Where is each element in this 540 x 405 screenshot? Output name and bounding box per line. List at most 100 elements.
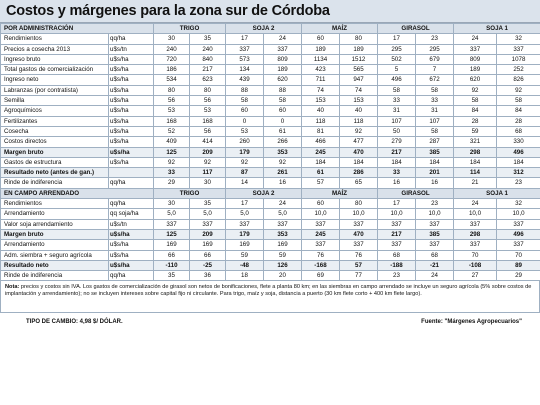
- source: Fuente: "Márgenes Agropecuarios": [421, 319, 522, 326]
- table-cell: 337: [339, 239, 378, 251]
- table-cell: 337: [301, 218, 340, 230]
- table-cell: 92: [189, 156, 226, 169]
- table-row: Labranzas (por contratista) u$s/ha 80 80 88 8…: [0, 84, 540, 97]
- table-cell: 179: [225, 228, 264, 241]
- table-cell: 31: [414, 105, 455, 117]
- row-unit: u$s/ha: [108, 95, 154, 107]
- table-cell: 58: [225, 95, 264, 107]
- table-cell: 107: [377, 115, 416, 127]
- table-cell: 287: [414, 136, 455, 148]
- table-cell: 245: [301, 228, 340, 241]
- table-cell: 16: [263, 177, 302, 189]
- crop-header: TRIGO: [153, 22, 226, 35]
- table-cell: 66: [153, 249, 190, 261]
- table-cell: 68: [377, 249, 416, 261]
- table-cell: 184: [453, 156, 498, 169]
- table-cell: 81: [301, 125, 340, 138]
- table-cell: 80: [189, 84, 226, 97]
- table-row: Rendimientos qq/ha 30 35 17 24 60 80 17 23 24 32: [0, 198, 540, 210]
- table-cell: 5,0: [263, 208, 302, 220]
- table-cell: 385: [414, 146, 455, 158]
- table-cell: 337: [496, 239, 540, 251]
- table-cell: 337: [496, 218, 540, 230]
- crop-header: SOJA 1: [453, 22, 540, 35]
- row-unit: u$s/ha: [108, 125, 154, 138]
- table-cell: 179: [225, 146, 264, 158]
- table-cell: 33: [377, 167, 416, 179]
- table-cell: 337: [453, 43, 498, 55]
- row-unit: u$s/ha: [108, 239, 154, 251]
- row-unit: qq/ha: [108, 198, 154, 210]
- crop-header: SOJA 1: [453, 187, 540, 200]
- table-cell: 534: [153, 74, 190, 86]
- table-cell: 92: [453, 84, 498, 97]
- row-label: Labranzas (por contratista): [0, 84, 109, 97]
- table-cell: 58: [453, 95, 498, 107]
- table-cell: 126: [263, 259, 302, 272]
- table-cell: 496: [377, 74, 416, 86]
- table-cell: 35: [153, 270, 190, 282]
- table-cell: 1078: [496, 53, 540, 66]
- table-cell: 186: [153, 64, 190, 76]
- section-header: POR ADMINISTRACIÓN TRIGO SOJA 2 MAÍZ GIRASOL…: [0, 22, 540, 35]
- table-cell: 24: [453, 33, 498, 45]
- table-row: Ingreso bruto u$s/ha 720 840 573 809 1134 1512 5…: [0, 53, 540, 66]
- table-cell: 59: [225, 249, 264, 261]
- table-cell: 92: [496, 84, 540, 97]
- table-cell: 414: [189, 136, 226, 148]
- table-cell: 31: [377, 105, 416, 117]
- table-cell: 23: [496, 177, 540, 189]
- table-cell: 337: [263, 218, 302, 230]
- table-cell: 74: [301, 84, 340, 97]
- table-cell: 70: [453, 249, 498, 261]
- table-cell: 58: [377, 84, 416, 97]
- table-cell: 330: [496, 136, 540, 148]
- table-cell: 23: [414, 33, 455, 45]
- table-cell: 168: [153, 115, 190, 127]
- table-cell: 61: [301, 167, 340, 179]
- row-unit: qq/ha: [108, 270, 154, 282]
- row-unit: u$s/ha: [108, 228, 154, 241]
- table-cell: 76: [339, 249, 378, 261]
- row-label: Ingreso bruto: [0, 53, 109, 66]
- table-cell: 217: [189, 64, 226, 76]
- table-cell: 84: [496, 105, 540, 117]
- table-cell: 92: [263, 156, 302, 169]
- table-cell: 17: [225, 33, 264, 45]
- table-cell: 337: [377, 239, 416, 251]
- table-cell: 58: [263, 95, 302, 107]
- table-cell: 53: [189, 105, 226, 117]
- table-cell: 0: [225, 115, 264, 127]
- table-cell: 5,0: [225, 208, 264, 220]
- table-cell: 60: [225, 105, 264, 117]
- note: Nota: precios y costos sin IVA. Los gast…: [0, 281, 540, 313]
- table-row: Precios a cosecha 2013 u$s/tn 240 240 337 337…: [0, 43, 540, 55]
- row-label: Semilla: [0, 95, 109, 107]
- table-cell: 76: [301, 249, 340, 261]
- table-cell: 88: [225, 84, 264, 97]
- table-cell: 56: [189, 125, 226, 138]
- row-label: Margen bruto: [0, 228, 109, 241]
- table-cell: 5,0: [189, 208, 226, 220]
- table-cell: 286: [339, 167, 378, 179]
- table-cell: 620: [453, 74, 498, 86]
- row-unit: u$s/ha: [108, 84, 154, 97]
- table-cell: 58: [414, 84, 455, 97]
- table-cell: 502: [377, 53, 416, 66]
- table-cell: 61: [263, 125, 302, 138]
- table-cell: 298: [453, 228, 498, 241]
- cost-table: POR ADMINISTRACIÓN TRIGO SOJA 2 MAÍZ GIRASOL…: [0, 22, 540, 282]
- table-cell: 134: [225, 64, 264, 76]
- row-label: Arrendamiento: [0, 239, 109, 251]
- table-cell: 40: [339, 105, 378, 117]
- table-cell: 496: [496, 146, 540, 158]
- table-cell: -188: [377, 259, 416, 272]
- row-label: Resultado neto (antes de gan.): [0, 167, 109, 179]
- table-cell: 117: [189, 167, 226, 179]
- row-unit: [108, 167, 154, 179]
- table-cell: 60: [301, 33, 340, 45]
- table-cell: -110: [153, 259, 190, 272]
- table-cell: 59: [263, 249, 302, 261]
- table-cell: 295: [377, 43, 416, 55]
